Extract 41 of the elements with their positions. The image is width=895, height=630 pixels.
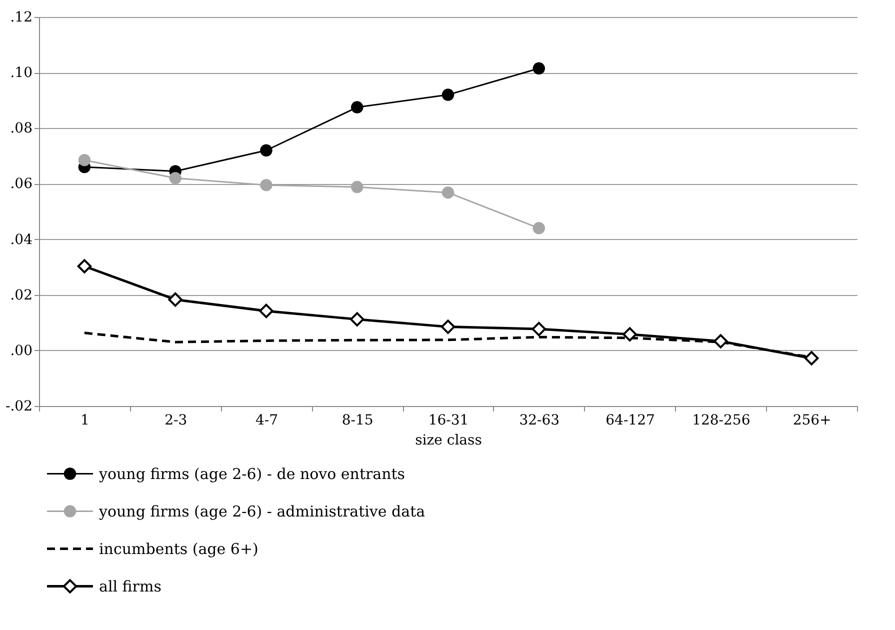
point	[78, 154, 91, 166]
point	[532, 62, 546, 75]
legend-label: young firms (age 2-6) - administrative data	[98, 502, 426, 520]
y-tick-label: .12	[10, 10, 32, 26]
x-tick-label: 2-3	[164, 412, 188, 428]
x-tick-label: 128-256	[692, 412, 750, 428]
point	[77, 259, 92, 274]
legend-label: incumbents (age 6+)	[99, 540, 258, 558]
point	[442, 186, 454, 199]
y-tick-label: .10	[10, 65, 32, 82]
point	[532, 222, 546, 234]
legend-label: all firms	[99, 577, 162, 596]
x-tick-label: 64-127	[606, 412, 655, 428]
x-tick-label: 32-63	[519, 412, 560, 428]
point	[259, 304, 274, 318]
x-tick-label: 1	[80, 412, 90, 428]
point	[804, 351, 819, 366]
y-tick-label: .04	[10, 232, 33, 248]
point	[622, 327, 637, 342]
point	[168, 292, 182, 307]
y-tick-label: .08	[10, 120, 32, 137]
point	[350, 312, 364, 326]
x-tick-label: 8-15	[342, 412, 374, 428]
x-tick-label: 256+	[792, 412, 832, 428]
x-axis-title: size class	[415, 432, 482, 448]
x-tick-label: 4-7	[255, 412, 278, 428]
point	[350, 101, 364, 114]
y-tick-label: -.02	[6, 398, 32, 414]
point	[169, 172, 182, 184]
y-tick-label: .02	[10, 287, 32, 304]
legend-label: young firms (age 2-6) - de novo entrants	[98, 464, 405, 483]
point	[442, 88, 454, 101]
point	[350, 180, 364, 194]
point	[714, 334, 728, 348]
x-tick-label: 16-31	[428, 412, 469, 428]
y-tick-label: .00	[10, 342, 32, 359]
point	[532, 322, 546, 336]
point	[440, 320, 456, 334]
point	[260, 178, 272, 192]
point	[260, 144, 272, 156]
y-tick-label: .06	[10, 176, 33, 192]
